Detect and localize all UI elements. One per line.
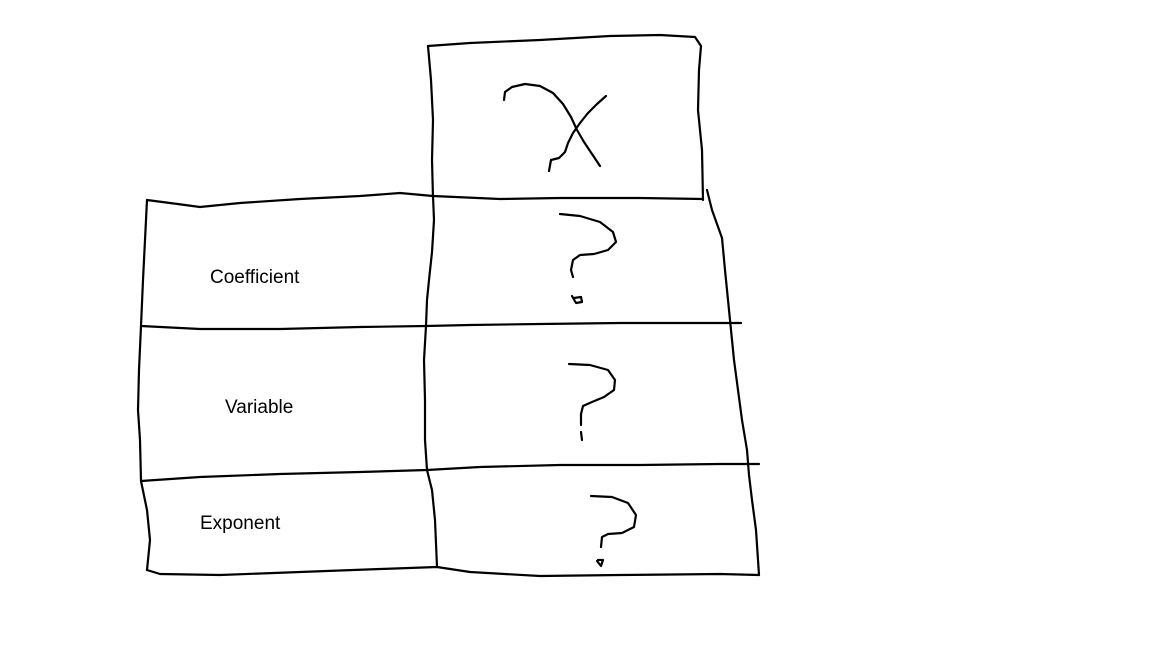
row-label-exponent: Exponent <box>200 513 281 534</box>
header-cell <box>426 33 705 202</box>
row-label-coefficient: Coefficient <box>210 267 300 288</box>
x-symbol-drawing <box>502 82 602 168</box>
question-mark-variable <box>567 362 617 442</box>
row-variable: Variable <box>225 362 617 442</box>
row-exponent: Exponent <box>200 494 638 568</box>
row-label-variable: Variable <box>225 397 293 418</box>
row-divider-1 <box>139 321 743 331</box>
row-coefficient: Coefficient <box>210 212 618 305</box>
column-divider <box>422 194 439 569</box>
row-divider-2 <box>139 462 761 483</box>
table-frame <box>136 188 761 578</box>
question-mark-coefficient <box>558 212 618 305</box>
header-cell-border <box>426 33 705 202</box>
question-mark-exponent <box>589 494 638 568</box>
